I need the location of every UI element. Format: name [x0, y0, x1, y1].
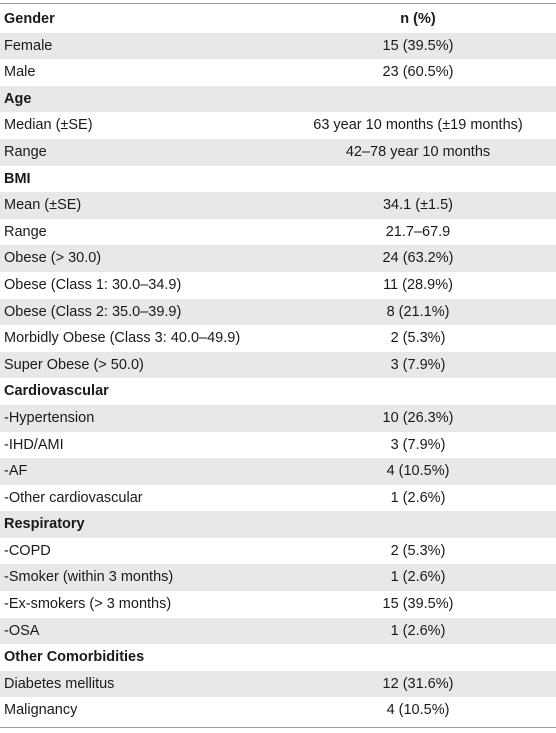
row-value: [230, 378, 556, 405]
row-value: [230, 511, 556, 538]
row-label: Male: [4, 64, 36, 81]
row-value: 11 (28.9%): [383, 276, 453, 293]
row-value: 1 (2.6%): [230, 564, 556, 592]
row-value: 4 (10.5%): [230, 458, 556, 485]
row-label: Female: [0, 32, 230, 60]
row-value: 8 (21.1%): [230, 298, 556, 326]
section-label: BMI: [4, 170, 31, 187]
table-bottom-rule: [0, 727, 556, 728]
row-label: -Hypertension: [0, 404, 230, 432]
section-label: Age: [0, 85, 230, 113]
table-row: Morbidly Obese (Class 3: 40.0–49.9) 2 (5…: [0, 325, 556, 352]
table-row: -Smoker (within 3 months) 1 (2.6%): [0, 564, 556, 592]
row-value: [230, 85, 556, 113]
section-label: Cardiovascular: [4, 383, 109, 400]
row-label: Mean (±SE): [0, 192, 230, 219]
row-label: Morbidly Obese (Class 3: 40.0–49.9): [4, 330, 241, 347]
row-value: 1 (2.6%): [230, 617, 556, 645]
section-row-other-comorbidities: Other Comorbidities: [0, 644, 556, 671]
table-row: Range 21.7–67.9: [0, 219, 556, 246]
row-value: 63 year 10 months (±19 months): [313, 117, 523, 134]
row-value: 2 (5.3%): [390, 330, 446, 347]
table-row: -AF 4 (10.5%): [0, 458, 556, 485]
table-row: -Ex-smokers (> 3 months) 15 (39.5%): [0, 591, 556, 618]
row-label: -COPD: [4, 542, 51, 559]
table-row: Malignancy 4 (10.5%): [0, 697, 556, 724]
row-value: 42–78 year 10 months: [230, 138, 556, 166]
table-row: -COPD 2 (5.3%): [0, 538, 556, 565]
row-label: Range: [4, 223, 47, 240]
row-label: -Smoker (within 3 months): [0, 564, 230, 592]
row-value: 10 (26.3%): [230, 404, 556, 432]
row-label: Super Obese (> 50.0): [0, 351, 230, 379]
table-row: Obese (Class 1: 30.0–34.9) 11 (28.9%): [0, 272, 556, 299]
row-value: 1 (2.6%): [390, 489, 446, 506]
section-row-respiratory: Respiratory: [0, 511, 556, 538]
row-value: 3 (7.9%): [230, 351, 556, 379]
header-n-percent: n (%): [400, 11, 436, 27]
table-row: Diabetes mellitus 12 (31.6%): [0, 670, 556, 698]
row-label: Malignancy: [4, 702, 78, 719]
section-row-age: Age: [0, 85, 556, 113]
row-value: 15 (39.5%): [230, 32, 556, 60]
section-label: Respiratory: [0, 511, 230, 538]
demographics-table: Gender n (%) Female 15 (39.5%) Male 23 (…: [0, 6, 556, 724]
row-label: Obese (Class 2: 35.0–39.9): [0, 298, 230, 326]
table-row: Median (±SE) 63 year 10 months (±19 mont…: [0, 112, 556, 139]
table-row: Range 42–78 year 10 months: [0, 138, 556, 166]
row-value: [230, 644, 556, 671]
row-label: -IHD/AMI: [4, 436, 64, 453]
section-label: Other Comorbidities: [4, 649, 145, 666]
table-row: Female 15 (39.5%): [0, 32, 556, 60]
row-label: Range: [0, 138, 230, 166]
row-label: Median (±SE): [4, 117, 93, 134]
row-value: 23 (60.5%): [382, 64, 454, 81]
table-row: Obese (Class 2: 35.0–39.9) 8 (21.1%): [0, 298, 556, 326]
row-label: -Other cardiovascular: [4, 489, 143, 506]
row-value: 12 (31.6%): [230, 670, 556, 698]
row-value: [230, 166, 556, 193]
table-row: Super Obese (> 50.0) 3 (7.9%): [0, 351, 556, 379]
table-row: Male 23 (60.5%): [0, 59, 556, 86]
table-row: Obese (> 30.0) 24 (63.2%): [0, 245, 556, 272]
row-value: 2 (5.3%): [390, 542, 446, 559]
header-gender: Gender: [4, 11, 55, 27]
table-row: Mean (±SE) 34.1 (±1.5): [0, 192, 556, 219]
row-label: -OSA: [0, 617, 230, 645]
table-row: -Other cardiovascular 1 (2.6%): [0, 485, 556, 512]
table-row: -IHD/AMI 3 (7.9%): [0, 432, 556, 459]
row-label: Obese (Class 1: 30.0–34.9): [4, 276, 182, 293]
row-label: -AF: [0, 458, 230, 485]
table-top-rule: [0, 3, 556, 4]
table-row: -Hypertension 10 (26.3%): [0, 404, 556, 432]
row-value: 24 (63.2%): [230, 245, 556, 272]
row-label: Obese (> 30.0): [0, 245, 230, 272]
row-value: 21.7–67.9: [385, 223, 451, 240]
row-value: 3 (7.9%): [390, 436, 446, 453]
row-value: 34.1 (±1.5): [230, 192, 556, 219]
row-label: -Ex-smokers (> 3 months): [4, 596, 172, 613]
row-value: 4 (10.5%): [386, 702, 450, 719]
row-value: 15 (39.5%): [382, 596, 454, 613]
section-row-bmi: BMI: [0, 166, 556, 193]
row-label: Diabetes mellitus: [0, 670, 230, 698]
section-row-cardiovascular: Cardiovascular: [0, 378, 556, 405]
table-header-row: Gender n (%): [0, 6, 556, 33]
table-row: -OSA 1 (2.6%): [0, 617, 556, 645]
